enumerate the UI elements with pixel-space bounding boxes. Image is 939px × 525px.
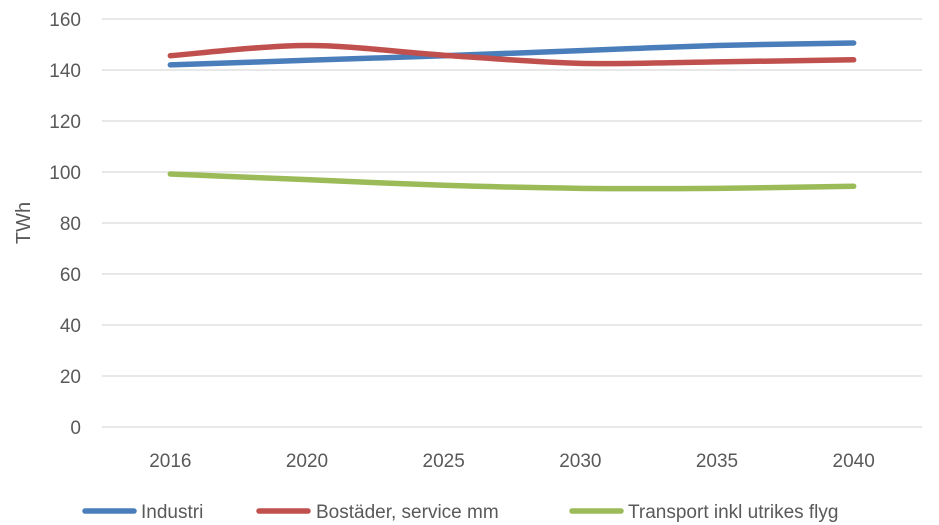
series-lines	[167, 40, 857, 192]
legend-label-1: Industri	[141, 502, 203, 523]
x-axis-tick-labels: 2016 2020 2025 2030 2035 2040	[149, 451, 875, 472]
x-tick-label-2025: 2025	[423, 451, 465, 472]
legend-label-2: Bostäder, service mm	[316, 502, 499, 523]
x-tick-label-2040: 2040	[833, 451, 875, 472]
y-tick-label-40: 40	[60, 316, 81, 337]
x-tick-label-2030: 2030	[559, 451, 601, 472]
x-tick-label-2020: 2020	[286, 451, 328, 472]
series-line-2	[167, 42, 857, 67]
y-tick-label-60: 60	[60, 265, 81, 286]
gridlines	[102, 18, 922, 428]
y-axis-tick-labels: 0 20 40 60 80 100 120 140 160	[49, 10, 81, 439]
x-tick-label-2016: 2016	[149, 451, 191, 472]
y-tick-label-0: 0	[70, 418, 81, 439]
y-tick-label-160: 160	[49, 10, 81, 31]
y-tick-label-80: 80	[60, 214, 81, 235]
legend: Industri Bostäder, service mm Transport in…	[82, 502, 838, 523]
x-tick-label-2035: 2035	[696, 451, 738, 472]
series-line-1	[167, 40, 857, 68]
y-tick-label-100: 100	[49, 163, 81, 184]
y-tick-label-140: 140	[49, 61, 81, 82]
y-axis-title: TWh	[13, 202, 35, 244]
series-line-3	[167, 171, 857, 192]
y-tick-label-120: 120	[49, 112, 81, 133]
legend-label-3: Transport inkl utrikes flyg	[628, 502, 838, 523]
y-tick-label-20: 20	[60, 367, 81, 388]
